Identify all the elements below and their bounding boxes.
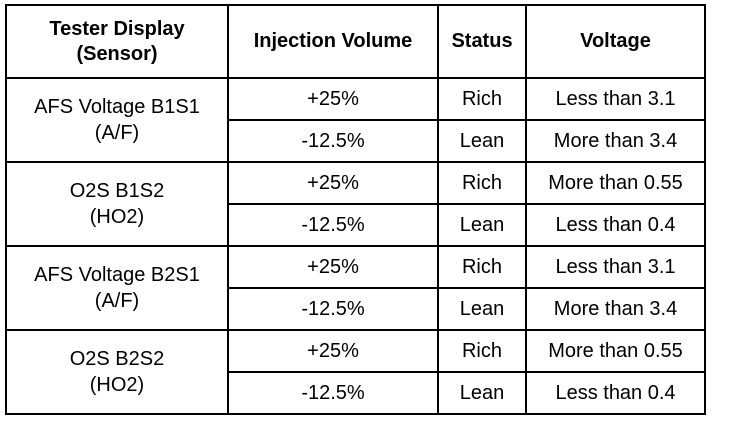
status-cell: Rich xyxy=(437,245,527,289)
sensor-name: AFS Voltage B2S1 xyxy=(34,264,200,286)
table-row: O2S B1S2 (HO2) +25% Rich More than 0.55 xyxy=(5,161,706,247)
sensor-type: (A/F) xyxy=(94,290,140,312)
voltage-cell: Less than 0.4 xyxy=(525,371,706,415)
injection-volume-cell: -12.5% xyxy=(227,287,439,331)
voltage-cell: More than 0.55 xyxy=(525,161,706,205)
header-injection-volume: Injection Volume xyxy=(227,4,439,79)
status-cell: Lean xyxy=(437,203,527,247)
sensor-cell: AFS Voltage B1S1 (A/F) xyxy=(5,77,229,163)
sensor-type: (HO2) xyxy=(89,374,145,396)
sensor-cell: O2S B1S2 (HO2) xyxy=(5,161,229,247)
status-cell: Rich xyxy=(437,329,527,373)
sensor-test-table: Tester Display (Sensor) Injection Volume… xyxy=(5,4,706,415)
status-cell: Rich xyxy=(437,161,527,205)
injection-volume-cell: +25% xyxy=(227,329,439,373)
voltage-cell: More than 3.4 xyxy=(525,287,706,331)
injection-volume-cell: -12.5% xyxy=(227,203,439,247)
table-row: -12.5% Lean Less than 0.4 xyxy=(6,203,706,247)
voltage-cell: More than 0.55 xyxy=(525,329,706,373)
injection-volume-cell: +25% xyxy=(227,245,439,289)
status-cell: Lean xyxy=(437,119,527,163)
injection-volume-cell: -12.5% xyxy=(227,371,439,415)
header-tester-display-line-1: Tester Display xyxy=(49,17,185,40)
table-row: -12.5% Lean More than 3.4 xyxy=(6,119,706,163)
table-row: -12.5% Lean Less than 0.4 xyxy=(6,371,706,415)
voltage-cell: More than 3.4 xyxy=(525,119,706,163)
voltage-cell: Less than 3.1 xyxy=(525,245,706,289)
sensor-cell: O2S B2S2 (HO2) xyxy=(5,329,229,415)
sensor-name: O2S B2S2 xyxy=(69,348,165,370)
header-status: Status xyxy=(437,4,527,79)
injection-volume-cell: +25% xyxy=(227,161,439,205)
header-tester-display: Tester Display (Sensor) xyxy=(5,4,229,79)
sensor-name: AFS Voltage B1S1 xyxy=(34,96,200,118)
injection-volume-cell: -12.5% xyxy=(227,119,439,163)
voltage-cell: Less than 0.4 xyxy=(525,203,706,247)
injection-volume-cell: +25% xyxy=(227,77,439,121)
table-row: AFS Voltage B2S1 (A/F) +25% Rich Less th… xyxy=(5,245,706,331)
status-cell: Rich xyxy=(437,77,527,121)
table-row: O2S B2S2 (HO2) +25% Rich More than 0.55 xyxy=(5,329,706,415)
table-row: -12.5% Lean More than 3.4 xyxy=(6,287,706,331)
status-cell: Lean xyxy=(437,287,527,331)
voltage-cell: Less than 3.1 xyxy=(525,77,706,121)
sensor-type: (A/F) xyxy=(94,122,140,144)
sensor-name: O2S B1S2 xyxy=(69,180,165,202)
header-voltage: Voltage xyxy=(525,4,706,79)
table-row: AFS Voltage B1S1 (A/F) +25% Rich Less th… xyxy=(5,77,706,163)
header-tester-display-line-2: (Sensor) xyxy=(76,42,158,65)
header-row: Tester Display (Sensor) Injection Volume… xyxy=(5,4,706,79)
sensor-type: (HO2) xyxy=(89,206,145,228)
status-cell: Lean xyxy=(437,371,527,415)
sensor-cell: AFS Voltage B2S1 (A/F) xyxy=(5,245,229,331)
